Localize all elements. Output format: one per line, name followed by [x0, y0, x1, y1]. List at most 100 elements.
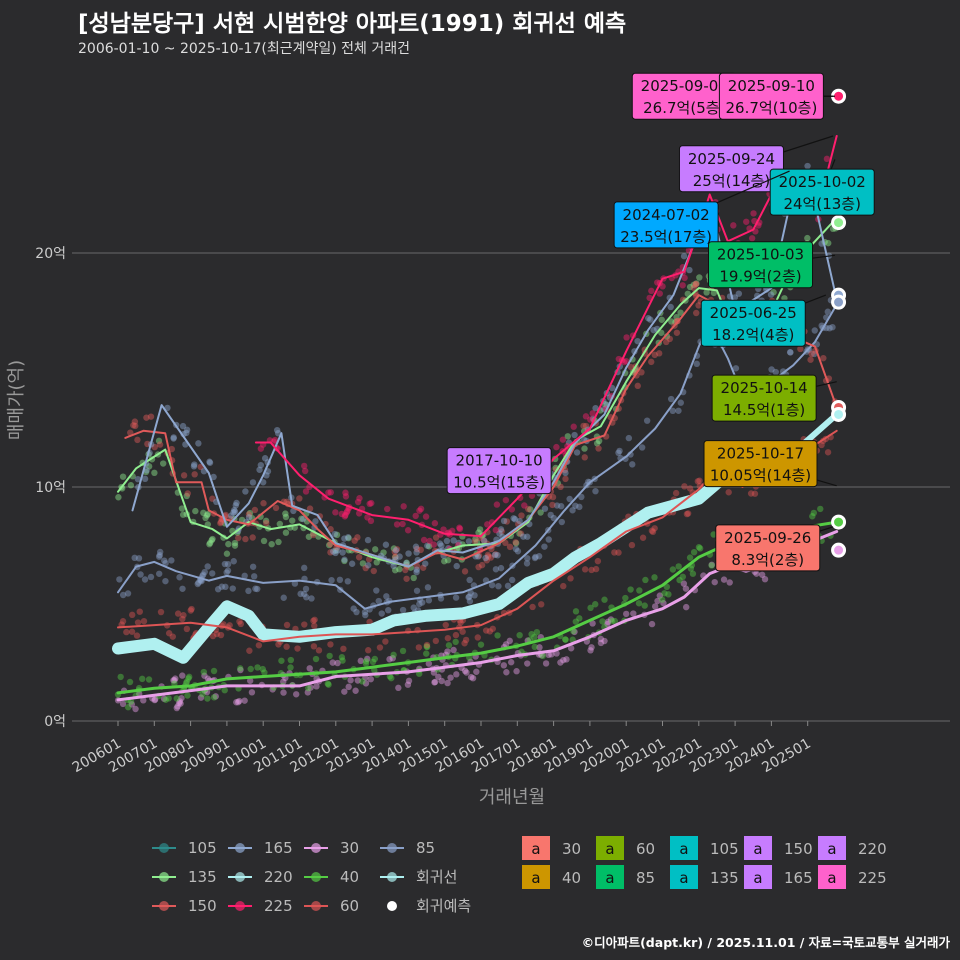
scatter-point [651, 574, 658, 581]
annotation-label: 2025-09-10 26.7억(10층) [718, 72, 835, 120]
scatter-point [310, 643, 318, 650]
scatter-point [332, 547, 339, 554]
scatter-point [202, 514, 209, 522]
scatter-point [327, 489, 334, 496]
legend-point-swatch [159, 843, 169, 853]
annotation-price: 10.05억(14층) [710, 467, 811, 485]
scatter-point [504, 582, 512, 590]
scatter-point [204, 675, 212, 682]
scatter-point [225, 540, 232, 548]
scatter-point [413, 545, 421, 553]
scatter-point [184, 490, 191, 497]
scatter-point [516, 530, 523, 537]
scatter-point [564, 433, 572, 440]
scatter-point [391, 548, 398, 556]
scatter-point [242, 535, 249, 543]
scatter-point [445, 642, 453, 649]
scatter-point [461, 568, 469, 575]
scatter-point [690, 284, 698, 292]
scatter-point [402, 566, 409, 574]
scatter-point [151, 469, 158, 477]
scatter-point [209, 535, 216, 543]
scatter-point [423, 641, 431, 649]
legend-point-swatch [235, 901, 245, 911]
scatter-point [461, 667, 469, 675]
scatter-point [531, 643, 538, 651]
scatter-point [174, 703, 181, 710]
scatter-point [654, 597, 661, 605]
scatter-point [493, 501, 501, 508]
scatter-point [351, 537, 358, 544]
scatter-point [299, 515, 307, 523]
scatter-point [423, 650, 430, 657]
scatter-point [261, 669, 268, 676]
scatter-point [400, 503, 407, 510]
scatter-point [523, 560, 531, 567]
scatter-point [151, 696, 159, 703]
scatter-point [217, 631, 225, 639]
scatter-point [392, 553, 399, 561]
forecast-point-135 [831, 215, 847, 231]
scatter-point [431, 520, 439, 527]
scatter-point [313, 683, 320, 690]
scatter-point [160, 695, 168, 702]
scatter-point [467, 673, 475, 681]
scatter-point [669, 407, 676, 415]
scatter-point [275, 538, 282, 546]
scatter-point [242, 488, 249, 495]
scatter-point [368, 499, 375, 507]
scatter-point [679, 573, 687, 581]
scatter-point [364, 536, 372, 544]
scatter-point [432, 637, 440, 645]
scatter-point [531, 554, 539, 562]
scatter-point [809, 513, 816, 520]
scatter-point [200, 668, 208, 676]
scatter-point [341, 688, 348, 695]
scatter-point [520, 533, 527, 540]
scatter-point [231, 506, 238, 514]
scatter-point [156, 551, 163, 559]
scatter-point [438, 542, 445, 549]
scatter-point [255, 642, 263, 649]
scatter-point [233, 699, 240, 706]
scatter-point [224, 567, 232, 574]
scatter-point [269, 686, 276, 693]
scatter-point [412, 512, 419, 520]
scatter-point [327, 641, 334, 648]
scatter-point [417, 546, 425, 554]
scatter-point [772, 368, 779, 376]
scatter-point [157, 608, 165, 616]
scatter-point [252, 585, 259, 592]
scatter-point [147, 413, 155, 420]
scatter-point [496, 530, 503, 537]
scatter-point [444, 634, 452, 642]
scatter-point [339, 657, 346, 664]
scatter-point [213, 630, 221, 638]
scatter-point [651, 351, 658, 359]
legend-item-165: 165 [228, 839, 293, 857]
legend-box-glyph: a [605, 869, 614, 887]
scatter-point [818, 441, 825, 449]
scatter-point [147, 573, 155, 581]
annotation-box [769, 168, 875, 216]
scatter-point [758, 571, 766, 578]
scatter-point [492, 526, 500, 534]
scatter-point [354, 534, 361, 541]
scatter-point [245, 511, 253, 518]
scatter-point [367, 675, 374, 683]
scatter-point [209, 632, 217, 640]
scatter-point [246, 509, 254, 517]
scatter-point [301, 467, 309, 475]
legend-label: 회귀예측 [416, 897, 471, 915]
scatter-point [241, 697, 248, 704]
scatter-point [587, 647, 594, 654]
scatter-point [476, 526, 484, 533]
scatter-point [559, 436, 567, 443]
legend-box-glyph: a [531, 869, 540, 887]
scatter-point [635, 600, 643, 607]
scatter-point [696, 274, 703, 281]
scatter-point [450, 537, 457, 544]
scatter-point [623, 610, 630, 618]
scatter-point [357, 657, 364, 665]
scatter-point [224, 560, 232, 568]
